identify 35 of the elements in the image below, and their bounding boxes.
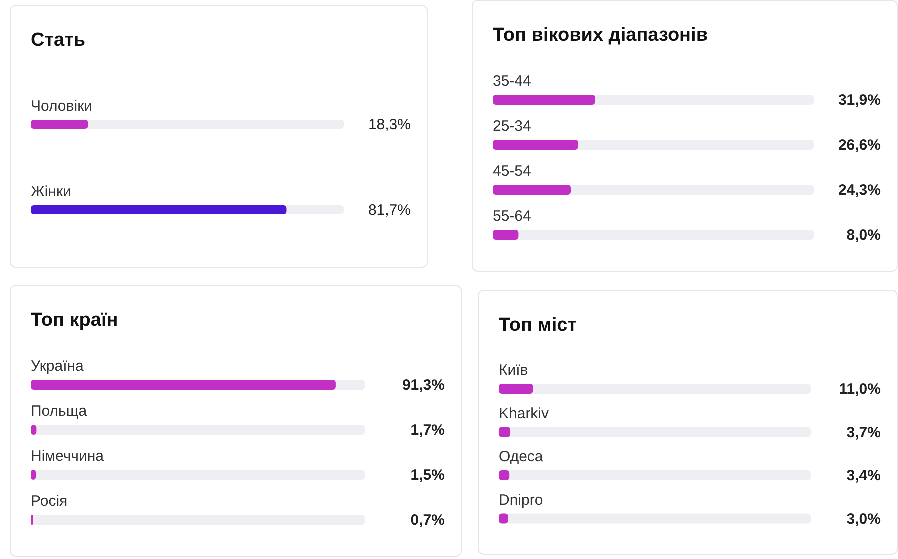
y-tick-label: Україна: [31, 358, 85, 375]
y-tick-label: Чоловіки: [31, 98, 93, 115]
y-tick-label: Dnipro: [499, 492, 544, 509]
y-tick-label: 25-34: [493, 118, 532, 135]
data-label: 24,3%: [838, 182, 881, 199]
data-label: 31,9%: [838, 92, 881, 109]
data-label: 1,5%: [410, 467, 445, 484]
data-label: 3,4%: [846, 468, 881, 484]
y-tick-label: Жінки: [31, 184, 72, 200]
y-tick-label: Київ: [499, 362, 528, 379]
data-label: 8,0%: [846, 227, 881, 244]
y-tick-label: Росія: [31, 493, 68, 510]
y-tick-label: Kharkiv: [499, 405, 550, 422]
chart-title: Топ вікових діапазонів: [493, 25, 708, 47]
bar: [499, 384, 534, 394]
data-label: 11,0%: [839, 381, 881, 398]
data-label: 91,3%: [402, 377, 445, 394]
bar: [493, 185, 572, 195]
chart-title: Топ країн: [31, 310, 118, 332]
data-label: 3,0%: [846, 510, 881, 528]
y-tick-label: Німеччина: [31, 448, 105, 465]
chart-title: Топ міст: [499, 315, 577, 337]
bar: [493, 230, 519, 240]
data-label: 1,7%: [410, 422, 445, 439]
data-label: 3,7%: [846, 424, 881, 442]
y-tick-label: 55-64: [493, 208, 532, 225]
y-tick-label: Польща: [31, 403, 88, 420]
data-label: 18,3%: [368, 116, 411, 134]
data-label: 26,6%: [838, 137, 881, 154]
chart-title: Стать: [31, 30, 86, 52]
y-tick-label: 35-44: [493, 73, 532, 90]
data-label: 81,7%: [368, 202, 411, 219]
y-tick-label: Одеса: [499, 448, 544, 466]
data-label: 0,7%: [410, 512, 445, 529]
y-tick-label: 45-54: [493, 163, 532, 180]
